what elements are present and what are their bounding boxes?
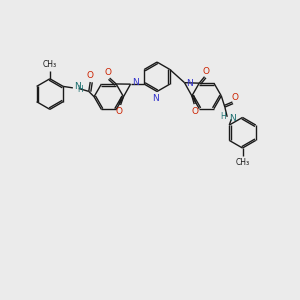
Text: O: O — [87, 71, 94, 80]
Text: O: O — [191, 106, 198, 116]
Text: N: N — [186, 79, 193, 88]
Text: O: O — [232, 93, 239, 102]
Text: N: N — [74, 82, 80, 91]
Text: N: N — [132, 79, 139, 88]
Text: N: N — [229, 113, 236, 122]
Text: N: N — [152, 94, 159, 103]
Text: H: H — [78, 85, 83, 94]
Text: O: O — [116, 107, 123, 116]
Text: CH₃: CH₃ — [236, 158, 250, 167]
Text: H: H — [220, 112, 226, 121]
Text: O: O — [203, 67, 210, 76]
Text: CH₃: CH₃ — [43, 60, 57, 69]
Text: O: O — [104, 68, 111, 77]
